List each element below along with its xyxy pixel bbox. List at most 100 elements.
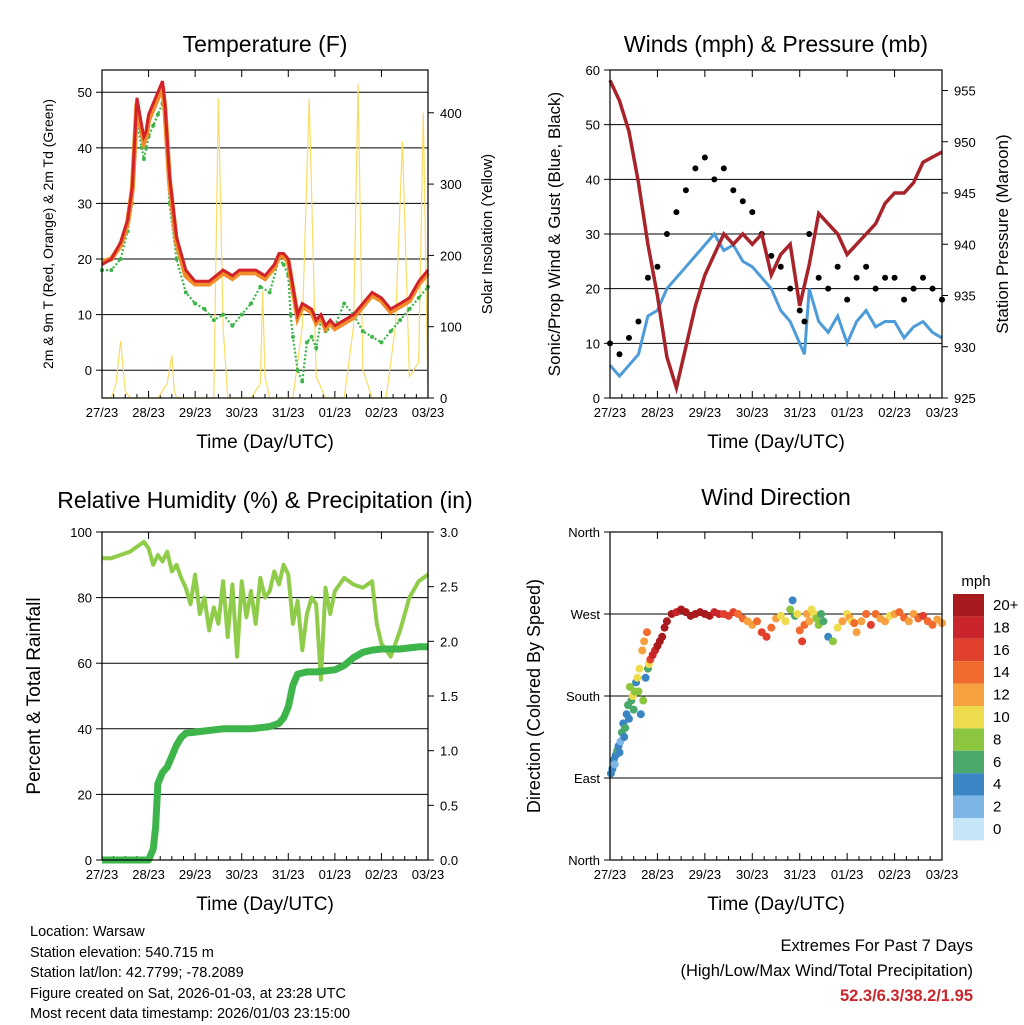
humidity-y2tick-label: 1.5 (440, 689, 458, 704)
temperature-y2tick-label: 0 (440, 391, 447, 406)
wind-direction-point (621, 723, 630, 732)
temperature-y2label: Solar Insolation (Yellow) (479, 154, 496, 314)
winds-y2label: Station Pressure (Maroon) (993, 134, 1012, 333)
relative-humidity-line (102, 539, 430, 682)
wind-gust-point (806, 231, 813, 237)
temperature-y2tick-label: 400 (440, 106, 462, 121)
extremes-subtitle: (High/Low/Max Wind/Total Precipitation) (680, 962, 973, 980)
wind-gust-point (720, 165, 727, 172)
winds-y2tick-label: 935 (954, 289, 976, 304)
wind-direction-point (857, 617, 866, 626)
speed-legend-swatch (953, 795, 984, 818)
wind-direction-point (895, 608, 904, 617)
wind-direction-point (838, 617, 847, 626)
winds-ytick-label: 0 (593, 391, 600, 406)
winds-xtick-label: 02/23 (878, 405, 911, 420)
speed-legend-label: 4 (993, 776, 1001, 793)
wind-direction-point (629, 705, 638, 714)
temperature-xtick-label: 31/23 (272, 405, 305, 420)
winds-y2tick-label: 940 (954, 237, 976, 252)
speed-legend-swatch (953, 661, 984, 684)
location-text: Location: Warsaw (30, 924, 145, 940)
wind-direction-point (638, 646, 647, 655)
temperature-title: Temperature (F) (183, 31, 348, 57)
wind-gust-point (682, 187, 689, 194)
wind-gust-point (768, 252, 775, 259)
wind-direction-point (819, 617, 828, 626)
extremes-values: 52.3/6.3/38.2/1.95 (839, 987, 973, 1005)
wind-direction-point (633, 673, 642, 682)
winds-xlabel: Time (Day/UTC) (707, 432, 845, 453)
dewpoint-point (174, 257, 179, 262)
dewpoint-point (211, 318, 216, 323)
wind-gust-point (663, 231, 670, 237)
temperature-ytick-label: 50 (78, 85, 92, 100)
wind-direction-point (662, 617, 671, 626)
wind-gust-point (692, 165, 699, 172)
dewpoint-point (151, 123, 156, 128)
humidity-title: Relative Humidity (%) & Precipitation (i… (57, 487, 472, 513)
direction-xtick-label: 03/23 (926, 867, 959, 882)
recent-timestamp-text: Most recent data timestamp: 2026/01/03 2… (30, 1006, 351, 1022)
temperature-plot-frame (101, 69, 429, 399)
dewpoint-point (304, 340, 309, 345)
humidity-ytick-label: 80 (78, 591, 92, 606)
temperature-y2tick-label: 100 (440, 320, 462, 335)
wind-direction-point (620, 733, 629, 741)
wind-gust-point (787, 285, 794, 292)
dewpoint-point (202, 307, 207, 312)
dewpoint-point (290, 334, 295, 339)
dewpoint-point (267, 290, 272, 295)
wind-gust-point (910, 285, 917, 292)
temperature-xtick-label: 03/23 (412, 405, 445, 420)
speed-legend-label: 0 (993, 821, 1001, 838)
winds-y2tick-label: 955 (954, 84, 976, 99)
extremes-box: Extremes For Past 7 Days (High/Low/Max W… (680, 934, 973, 1009)
dewpoint-point (230, 323, 235, 328)
speed-legend-label: 14 (993, 664, 1010, 681)
wind-direction-point (852, 628, 861, 637)
wind-direction-point (639, 696, 648, 705)
speed-legend-swatch (953, 706, 984, 729)
wind-gust-point (701, 154, 708, 161)
speed-legend-label: 18 (993, 619, 1010, 636)
humidity-ytick-label: 20 (78, 787, 92, 802)
pressure-line (608, 79, 943, 395)
dewpoint-point (281, 262, 286, 267)
speed-legend-label: 16 (993, 642, 1010, 659)
humidity-xtick-label: 02/23 (365, 867, 398, 882)
wind-speed-line (608, 231, 943, 379)
temperature-y2tick-label: 200 (440, 248, 462, 263)
wind-direction-point (624, 714, 633, 723)
humidity-ytick-label: 60 (78, 656, 92, 671)
wind-direction-point (781, 617, 790, 626)
temperature-ytick-label: 40 (78, 141, 92, 156)
wind-direction-point (795, 626, 804, 635)
direction-ytick-label: North (568, 525, 600, 540)
wind-direction-point (881, 617, 890, 626)
dewpoint-point (388, 329, 393, 334)
dewpoint-point (416, 295, 421, 300)
dewpoint-point (407, 307, 412, 312)
wind-direction-point (805, 617, 814, 626)
dewpoint-point (109, 268, 114, 273)
winds-y2tick-label: 945 (954, 186, 976, 201)
winds-plot-frame (609, 69, 943, 399)
direction-plot-frame (609, 531, 943, 861)
speed-legend-swatch (953, 616, 984, 639)
winds-y2tick-label: 950 (954, 135, 976, 150)
wind-gust-point (872, 285, 879, 292)
wind-gust-point (863, 263, 870, 270)
direction-xlabel: Time (Day/UTC) (707, 894, 845, 915)
wind-gust-point (834, 263, 841, 270)
direction-xtick-label: 27/23 (594, 867, 627, 882)
wind-direction-point (642, 628, 651, 637)
winds-ytick-label: 30 (586, 227, 600, 242)
wind-gust-point (920, 274, 927, 281)
temperature-xtick-label: 28/23 (132, 405, 165, 420)
winds-xtick-label: 30/23 (736, 405, 769, 420)
wind-direction-point (788, 596, 797, 605)
winds-y2tick-label: 930 (954, 340, 976, 355)
temperature-xtick-label: 30/23 (225, 405, 258, 420)
temp-9m-line (101, 85, 430, 334)
